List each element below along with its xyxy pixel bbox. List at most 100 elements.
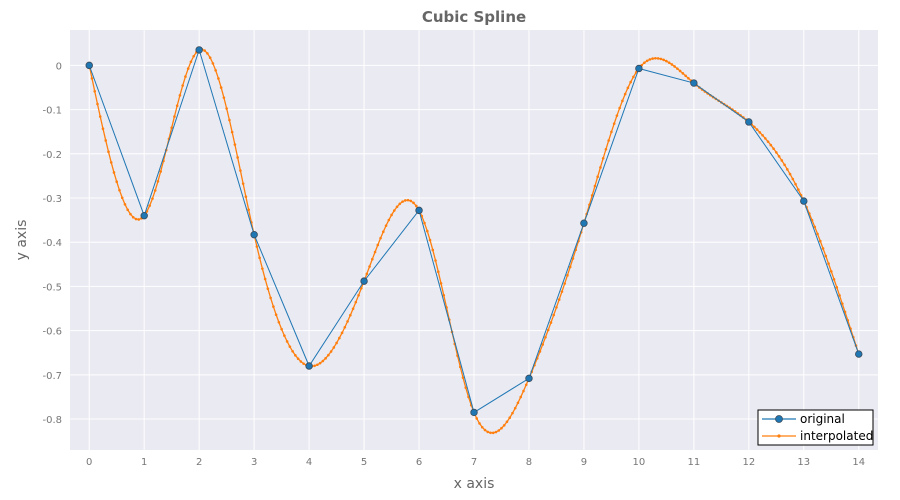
interpolated-point [412,201,415,205]
interpolated-point [390,213,393,217]
y-tick-label: 0 [56,61,62,72]
interpolated-point [766,140,770,143]
interpolated-point [555,306,558,309]
y-tick-label: -0.2 [42,150,62,161]
interpolated-point [384,224,388,227]
interpolated-point [478,422,481,425]
interpolated-point [318,361,322,365]
interpolated-point [357,294,360,297]
interpolated-point [461,376,465,379]
interpolated-point [173,115,176,118]
interpolated-point [214,69,217,72]
interpolated-point [612,122,616,125]
x-tick-label: 6 [416,457,422,468]
interpolated-point [156,180,160,183]
interpolated-point [368,265,371,268]
interpolated-point [769,143,773,147]
interpolated-point [178,94,182,97]
interpolated-point [247,208,250,211]
original-point [140,211,148,220]
interpolated-point [395,205,399,209]
interpolated-point [618,106,621,110]
interpolated-point [753,125,756,129]
interpolated-point [829,270,833,273]
legend-original-marker [775,415,783,423]
original-point [415,206,423,215]
interpolated-point [93,89,97,93]
interpolated-point [340,331,344,335]
tick-labels: 0 1 2 3 4 5 6 7 8 9 10 11 12 13 140-0.1-0.2-0.3-0.4-0.… [42,61,865,468]
x-tick-label: 3 [251,457,257,468]
interpolated-point [590,194,594,197]
interpolated-point [758,131,762,134]
interpolated-point [667,61,671,64]
y-tick-label: -0.4 [42,238,62,249]
interpolated-point [296,357,300,361]
interpolated-point [684,74,687,78]
interpolated-point [623,92,627,96]
interpolated-point [678,69,682,73]
interpolated-point [813,225,817,229]
interpolated-point [632,75,635,79]
original-point [360,277,368,285]
interpolated-point [365,272,369,276]
interpolated-point [115,180,119,184]
chart-title: Cubic Spline [422,8,526,26]
interpolated-point [313,364,316,368]
interpolated-point [607,139,610,142]
interpolated-point [109,161,113,164]
interpolated-point [436,270,440,274]
interpolated-point [676,67,679,70]
interpolated-point [266,287,270,290]
interpolated-point [184,75,187,78]
interpolated-point [294,354,297,357]
interpolated-point [414,204,418,208]
interpolated-point [524,383,528,387]
interpolated-point [423,221,426,225]
interpolated-point [255,245,259,248]
interpolated-point [316,363,319,367]
interpolated-point [486,430,490,434]
original-point [525,374,533,383]
interpolated-point [217,77,220,80]
x-tick-label: 2 [196,457,202,468]
interpolated-point [118,188,121,192]
interpolated-point [629,80,632,84]
interpolated-point [816,232,819,236]
legend: original interpolated [757,409,874,446]
interpolated-point [360,286,363,290]
interpolated-point [439,282,443,285]
interpolated-point [549,321,553,324]
interpolated-point [568,265,572,269]
interpolated-point [840,302,844,305]
interpolated-point [541,343,545,346]
interpolated-point [832,278,836,281]
interpolated-point [321,359,325,363]
interpolated-point [332,346,336,349]
interpolated-point [148,204,152,207]
interpolated-point [123,203,127,206]
interpolated-point [796,188,800,191]
interpolated-point [480,425,484,429]
interpolated-point [431,248,435,252]
interpolated-point [222,96,226,99]
interpolated-point [475,417,479,420]
interpolated-point [324,357,327,360]
series-layer [85,46,863,435]
interpolated-point [351,307,355,311]
y-tick-label: -0.3 [42,194,62,205]
interpolated-point [261,267,264,270]
x-tick-label: 8 [526,457,532,468]
x-tick-label: 4 [306,457,312,468]
grid-lines [70,30,878,450]
interpolated-point [670,63,674,66]
interpolated-point [824,254,828,258]
interpolated-point [329,350,333,353]
original-point [635,64,643,73]
interpolated-point [403,199,407,202]
original-point [800,197,808,205]
interpolated-point [615,114,619,117]
interpolated-point [794,182,797,186]
x-tick-label: 1 [141,457,147,468]
interpolated-point [508,416,512,420]
